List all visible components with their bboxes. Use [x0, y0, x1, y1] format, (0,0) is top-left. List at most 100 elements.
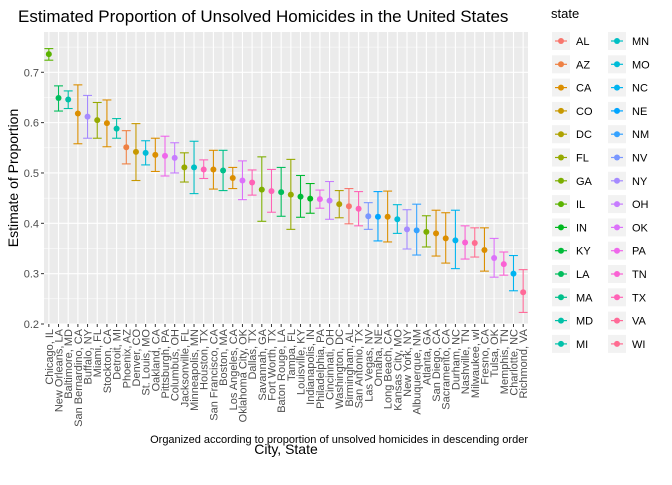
data-point-8: [113, 125, 120, 132]
legend-label: NY: [632, 176, 648, 188]
data-point-42: [442, 235, 449, 242]
data-point-10: [132, 148, 139, 155]
legend-key-dot: [558, 154, 564, 161]
x-tick-label: New Orleans, LA: [54, 328, 66, 412]
legend-key-dot: [614, 84, 620, 91]
x-tick-label: Las Vegas, NV: [363, 328, 375, 401]
x-tick-label: Dallas, TX: [247, 328, 259, 379]
x-tick-label: Oklahoma City, OK: [237, 328, 249, 422]
legend-label: OH: [632, 199, 649, 211]
y-tick-label: 0.5: [24, 168, 39, 180]
data-point-50: [520, 289, 527, 296]
data-point-39: [413, 227, 420, 234]
data-point-19: [220, 167, 227, 174]
x-tick-label: Memphis, TN: [499, 329, 511, 394]
x-tick-label: Minneapolis, MN: [189, 329, 201, 411]
legend-item-in: IN: [552, 218, 587, 237]
legend-item-tx: TX: [608, 288, 647, 307]
data-point-24: [268, 188, 275, 195]
legend: AL AZ CA CO DC FL GA IL IN KY LA MA MD MI MN MO NC NE NM NV…: [552, 32, 650, 353]
legend-item-ne: NE: [608, 101, 647, 120]
x-tick-label: Denver, CO: [131, 329, 143, 387]
legend-key-dot: [614, 107, 620, 114]
legend-key-dot: [558, 317, 564, 324]
x-tick-label: Philadelphia, PA: [315, 328, 327, 409]
data-point-48: [500, 261, 507, 268]
x-tick-label: Atlanta, GA: [421, 328, 433, 385]
legend-key-dot: [614, 154, 620, 161]
x-tick-label: San Bernardino, CA: [73, 328, 85, 426]
legend-item-nc: NC: [608, 78, 648, 97]
legend-key-dot: [614, 131, 620, 138]
legend-key-dot: [614, 317, 620, 324]
data-point-47: [491, 255, 498, 262]
legend-item-il: IL: [552, 195, 585, 214]
legend-item-ny: NY: [608, 171, 648, 190]
y-tick-label: 0.6: [24, 118, 39, 130]
data-point-34: [365, 213, 372, 220]
data-point-41: [433, 230, 440, 237]
legend-key-dot: [614, 294, 620, 301]
x-tick-label: Oakland, CA: [150, 328, 162, 391]
legend-label: NE: [632, 106, 647, 118]
legend-label: NC: [632, 83, 648, 95]
legend-item-pa: PA: [608, 241, 647, 260]
data-point-6: [94, 117, 101, 124]
legend-key-dot: [614, 201, 620, 208]
legend-key-dot: [558, 131, 564, 138]
legend-key-dot: [558, 247, 564, 254]
x-tick-label: Indianapolis, IN: [305, 329, 317, 405]
y-tick-label: 0.3: [24, 269, 39, 281]
data-point-2: [55, 94, 62, 101]
x-tick-label: Savannah, GA: [257, 328, 269, 400]
data-point-28: [307, 195, 314, 202]
x-tick-label: Los Angeles, CA: [228, 328, 240, 410]
data-point-4: [74, 110, 81, 117]
x-tick-label: Richmond, VA: [518, 328, 530, 398]
legend-item-nv: NV: [608, 148, 648, 167]
data-point-43: [452, 237, 459, 244]
legend-label: IN: [576, 222, 587, 234]
legend-label: AL: [576, 36, 589, 48]
data-point-31: [336, 201, 343, 208]
x-tick-label: San Diego, CA: [431, 328, 443, 401]
legend-item-ok: OK: [608, 218, 649, 237]
data-point-23: [258, 186, 265, 193]
legend-label: DC: [576, 129, 592, 141]
data-point-22: [249, 179, 256, 186]
x-tick-label: Kansas City, MO: [392, 329, 404, 411]
x-tick-label: Albuquerque, NM: [412, 329, 424, 415]
legend-title: state: [551, 6, 579, 21]
legend-key-dot: [614, 177, 620, 184]
data-point-26: [287, 191, 294, 198]
x-tick-label: San Francisco, CA: [208, 328, 220, 420]
legend-key-dot: [614, 61, 620, 68]
legend-label: TN: [632, 269, 647, 281]
data-point-44: [462, 239, 469, 246]
x-tick-label: Cincinnati, OH: [325, 329, 337, 400]
legend-label: TX: [632, 292, 647, 304]
x-tick-label: Tampa, FL: [286, 329, 298, 381]
legend-key-dot: [558, 294, 564, 301]
data-point-38: [404, 226, 410, 233]
grid-lines: [44, 32, 528, 325]
data-point-21: [239, 177, 246, 184]
legend-label: MD: [576, 316, 593, 328]
data-marks: [44, 48, 528, 313]
x-tick-label: Birmingham, AL: [344, 329, 356, 407]
legend-key-dot: [614, 271, 620, 277]
data-point-16: [191, 164, 198, 171]
legend-item-la: LA: [552, 265, 590, 283]
data-point-27: [297, 193, 304, 200]
legend-label: PA: [632, 246, 647, 258]
x-tick-label: Washington, DC: [334, 329, 346, 409]
data-point-12: [152, 151, 159, 158]
y-tick-label: 0.4: [24, 218, 39, 230]
x-tick-label: Houston, TX: [199, 328, 211, 390]
legend-item-az: AZ: [552, 55, 590, 74]
x-tick-label: Phoenix, AZ: [121, 329, 133, 389]
legend-label: MO: [632, 59, 650, 71]
legend-label: MA: [576, 292, 593, 304]
x-tick-label: Baltimore, MD: [63, 329, 75, 399]
